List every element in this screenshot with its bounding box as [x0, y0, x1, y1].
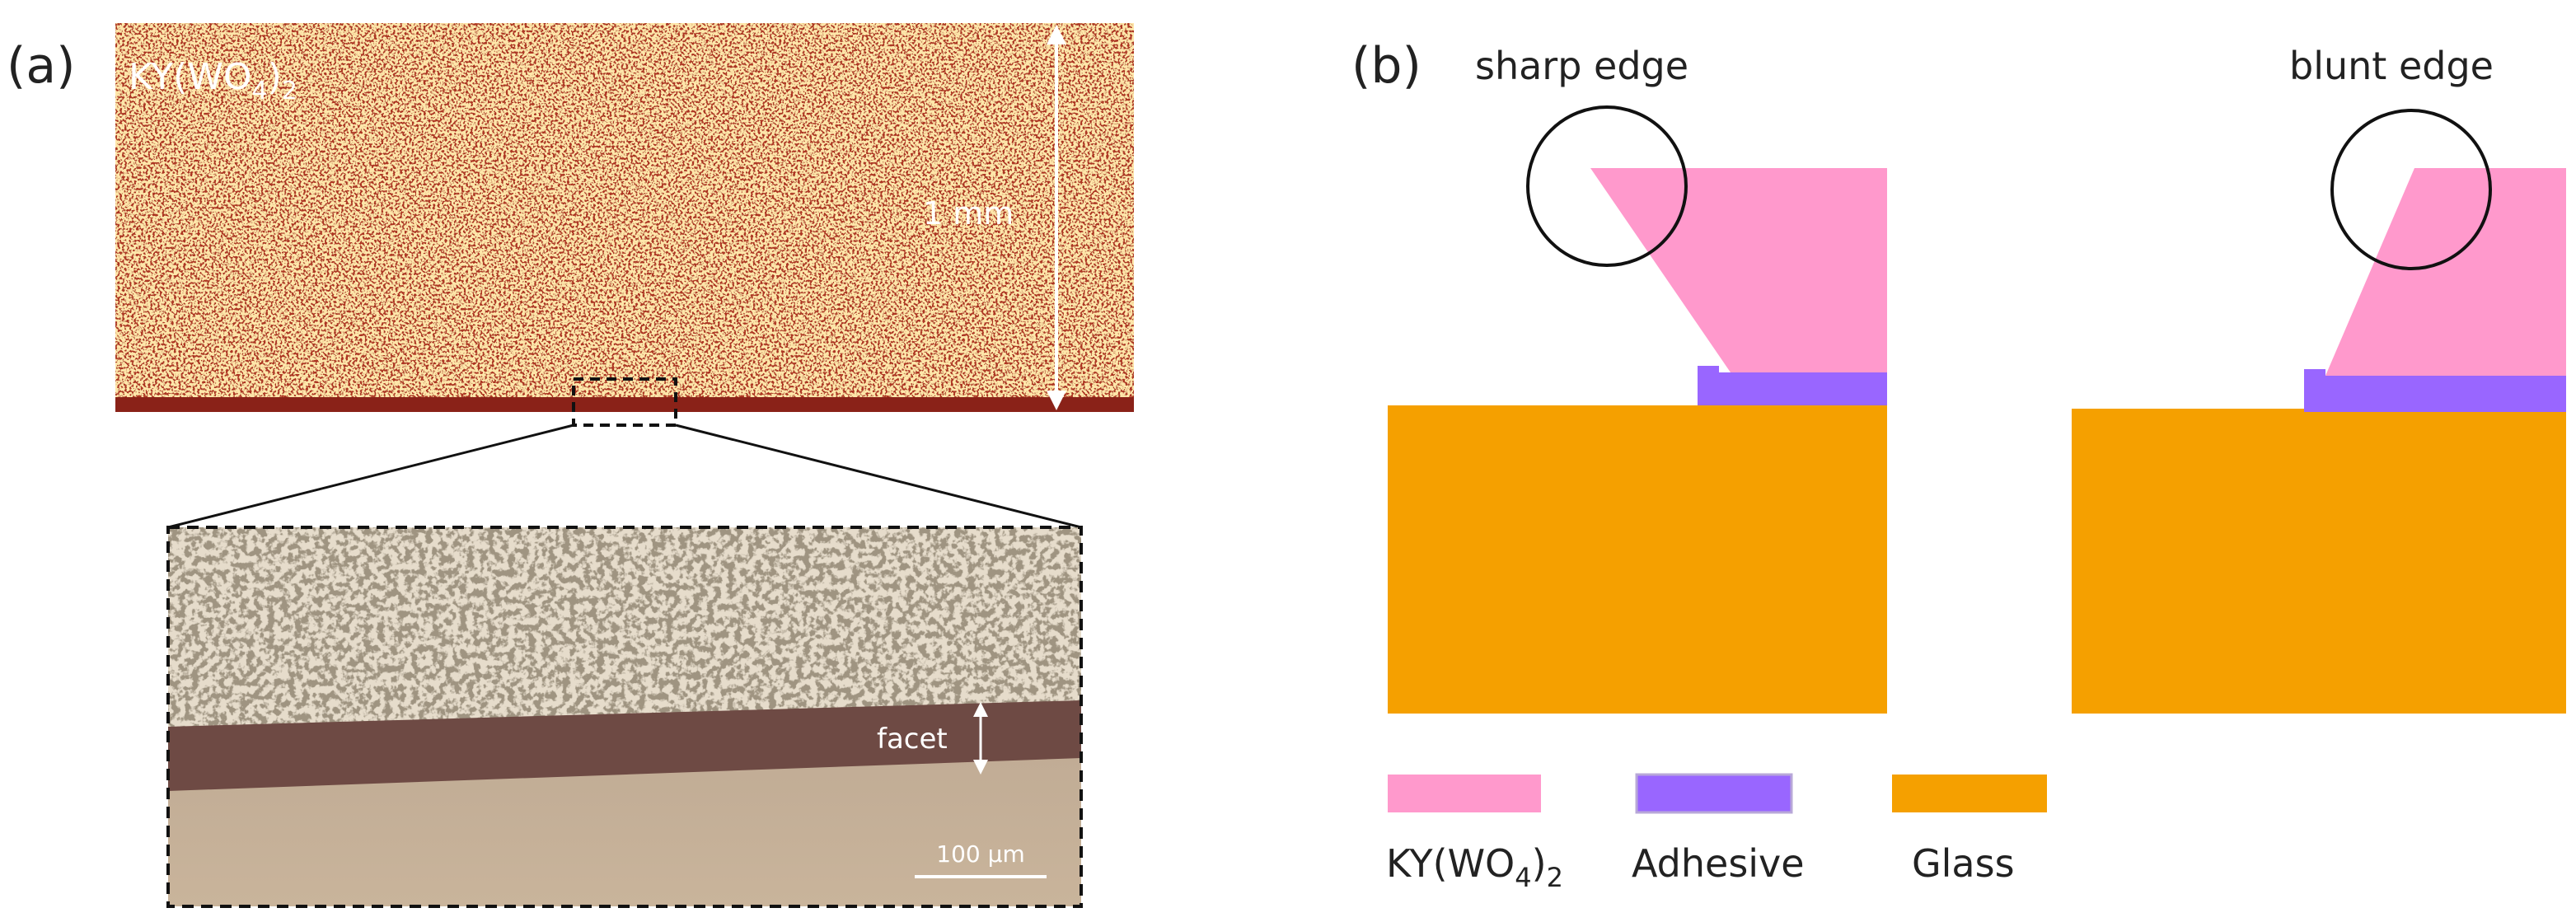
zoom-line — [675, 424, 1082, 529]
crystal-surface — [168, 527, 1081, 727]
legend-swatch — [1635, 773, 1793, 814]
adhesive — [1698, 366, 1887, 405]
inset-image — [168, 527, 1081, 906]
facet-band — [168, 697, 1081, 791]
legend-label: Adhesive — [1632, 841, 1805, 886]
material-label: KY(WO4)2 — [129, 56, 297, 105]
highlight-circle — [2330, 109, 2492, 270]
legend-swatch — [1388, 775, 1541, 812]
glass — [1388, 405, 1887, 714]
text: KY(WO — [129, 56, 251, 98]
arrow-head — [973, 760, 988, 775]
edge-label: blunt edge — [2289, 44, 2494, 88]
crystal — [1590, 168, 1887, 372]
subscript: 4 — [251, 77, 267, 105]
legend-swatch — [1892, 775, 2047, 812]
arrow-head — [973, 702, 988, 717]
subscript: 4 — [1515, 862, 1531, 893]
text: ) — [268, 56, 282, 98]
text: ) — [1532, 841, 1547, 886]
scale-label: 1 mm — [923, 195, 1014, 232]
panel-label: (a) — [7, 37, 76, 95]
adhesive — [2304, 369, 2566, 412]
arrow-head — [1047, 391, 1066, 410]
crystal-texture — [115, 23, 1134, 397]
panel-label: (b) — [1351, 37, 1421, 95]
crystal-edge — [115, 397, 1134, 412]
inset-frame — [166, 526, 1083, 908]
arrow-head — [1047, 25, 1066, 44]
crystal — [2325, 168, 2566, 376]
text: KY(WO — [1386, 841, 1515, 886]
facet-label: facet — [877, 723, 948, 756]
edge-label: sharp edge — [1475, 44, 1688, 88]
glass — [2072, 409, 2566, 714]
legend-label: Glass — [1912, 841, 2015, 886]
subscript: 2 — [1547, 862, 1563, 893]
legend-label: KY(WO4)2 — [1386, 841, 1563, 893]
zoom-box — [572, 377, 677, 427]
scale-bar-label: 100 µm — [936, 840, 1024, 868]
zoom-line — [167, 424, 574, 529]
highlight-circle — [1526, 105, 1688, 267]
subscript: 2 — [282, 77, 297, 105]
